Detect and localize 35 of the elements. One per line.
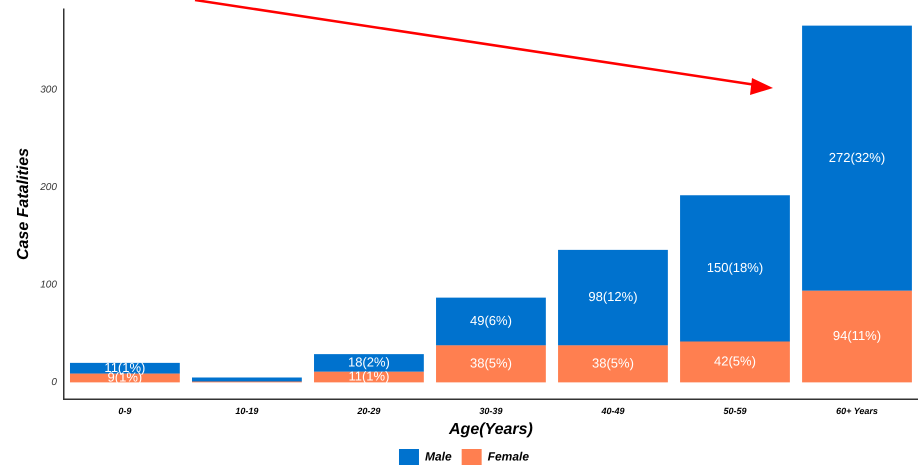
data-label: 11(1%) bbox=[348, 368, 390, 384]
data-label: 150(18%) bbox=[706, 260, 764, 275]
bar bbox=[558, 345, 668, 382]
bar bbox=[192, 378, 302, 382]
x-tick-label: 0-9 bbox=[118, 406, 132, 416]
data-label: 94(11%) bbox=[832, 328, 882, 344]
bar bbox=[436, 345, 546, 382]
y-tick-label: 0 bbox=[51, 377, 58, 388]
x-tick-label: 20-29 bbox=[356, 406, 380, 416]
data-label: 49(6%) bbox=[470, 313, 512, 328]
bar bbox=[558, 250, 668, 346]
data-label: 38(5%) bbox=[592, 355, 634, 370]
y-tick-label: 300 bbox=[40, 84, 58, 96]
bar bbox=[680, 195, 790, 342]
y-tick-label: 100 bbox=[40, 280, 58, 291]
bar bbox=[802, 290, 912, 382]
bar bbox=[314, 354, 424, 372]
data-label: 272(32%) bbox=[828, 150, 886, 165]
bar bbox=[680, 341, 790, 382]
data-label: 18(2%) bbox=[348, 354, 390, 370]
x-tick-label: 10-19 bbox=[235, 406, 258, 416]
x-tick-label: 50-59 bbox=[723, 406, 746, 416]
data-label: 98(12%) bbox=[588, 289, 638, 304]
y-tick-label: 200 bbox=[39, 182, 58, 194]
data-label: 38(5%) bbox=[470, 355, 512, 370]
bar bbox=[436, 298, 546, 346]
bar bbox=[802, 26, 912, 291]
x-axis-title: Age(Years) bbox=[448, 420, 533, 438]
data-label: 42(5%) bbox=[714, 354, 756, 369]
x-tick-label: 40-49 bbox=[600, 406, 624, 416]
legend-label: Female bbox=[488, 449, 530, 464]
x-tick-label: 30-39 bbox=[479, 406, 502, 416]
y-axis-title: Case Fatalities bbox=[15, 148, 32, 260]
x-tick-label: 60+ Years bbox=[836, 406, 878, 416]
legend-label: Male bbox=[424, 449, 452, 464]
